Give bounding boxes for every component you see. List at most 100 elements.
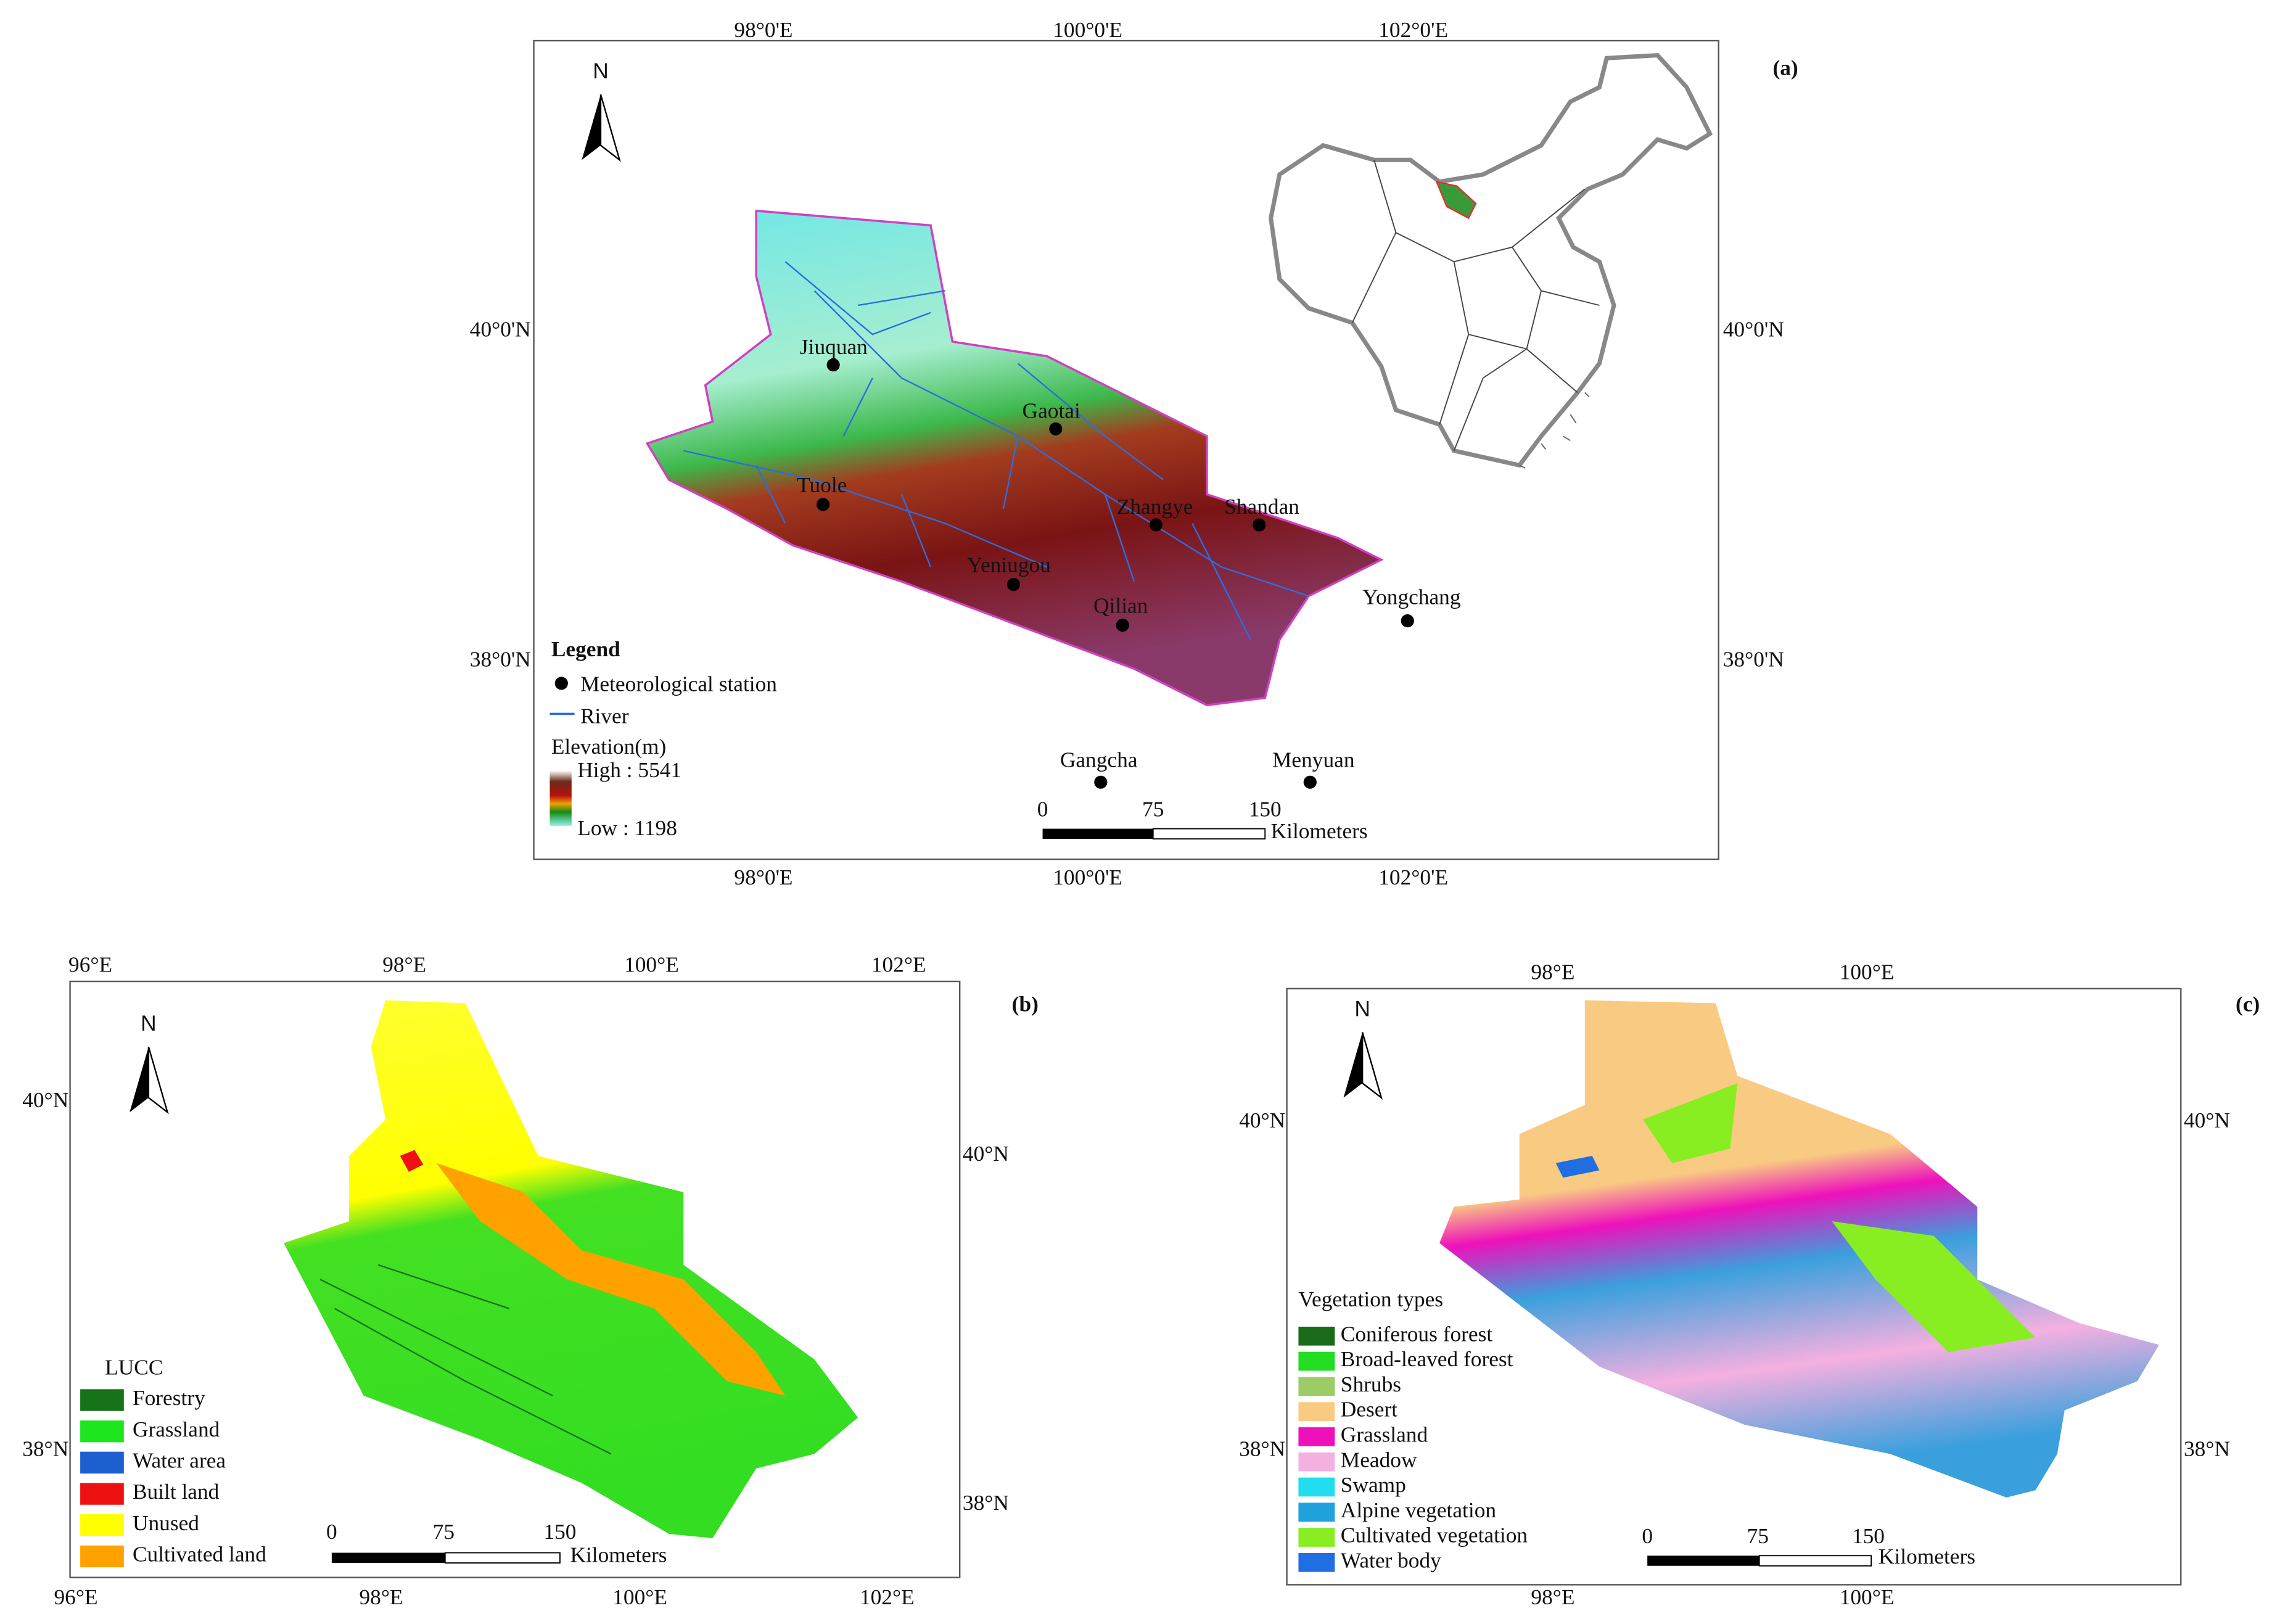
forest-patches (319, 1264, 612, 1455)
scale-segment (444, 1552, 561, 1564)
longitude-label: 102°E (860, 1585, 915, 1609)
scale-label: 75 (1747, 1523, 1769, 1548)
station-symbol (554, 677, 568, 690)
legend-swatch (1298, 1528, 1335, 1547)
north-arrow (1343, 1032, 1363, 1098)
legend-label: Desert (1341, 1397, 1397, 1422)
longitude-label: 98°E (359, 1585, 403, 1609)
scale-label: 150 (543, 1519, 576, 1544)
station-name: Zhangye (1117, 494, 1193, 519)
longitude-label: 100°0'E (1053, 17, 1122, 42)
scale-label: 150 (1249, 796, 1282, 821)
legend-label: Unused (133, 1511, 199, 1535)
panel-label: (c) (2236, 991, 2260, 1016)
legend-swatch (1298, 1452, 1335, 1472)
legend-swatch (1298, 1351, 1335, 1371)
legend-swatch (80, 1389, 124, 1411)
longitude-label: 96°E (68, 952, 112, 977)
islands (1519, 392, 1590, 469)
station-name: Qilian (1093, 593, 1148, 617)
longitude-label: 98°E (382, 952, 426, 977)
legend-swatch (1298, 1502, 1335, 1522)
latitude-label: 40°N (2184, 1108, 2230, 1132)
scale-unit: Kilometers (570, 1543, 667, 1567)
legend-swatch (1298, 1552, 1335, 1572)
legend-swatch (80, 1451, 124, 1474)
legend-label: Grassland (1341, 1422, 1428, 1447)
province-borders (1351, 188, 1600, 425)
legend-swatch (1298, 1427, 1335, 1446)
longitude-label: 102°0'E (1378, 17, 1448, 42)
legend-swatch (1298, 1402, 1335, 1421)
built-patches (400, 1150, 424, 1172)
longitude-label: 98°E (1531, 959, 1574, 984)
legend-swatch (1298, 1326, 1335, 1346)
legend-label: Swamp (1341, 1472, 1406, 1497)
legend-label: Elevation(m) (551, 734, 666, 759)
longitude-label: 102°E (871, 952, 926, 977)
north-arrow (147, 1046, 169, 1115)
longitude-label: 100°E (612, 1585, 667, 1609)
legend-swatch (1298, 1477, 1335, 1497)
station-name: Gangcha (1060, 747, 1138, 772)
basin-vegetation (1439, 1000, 2159, 1498)
legend-label: Water area (133, 1448, 226, 1472)
station-point (826, 358, 840, 372)
legend-label: Broad-leaved forest (1341, 1346, 1513, 1371)
station-point (817, 498, 830, 511)
north-label: N (1354, 997, 1370, 1021)
panel-label: (a) (1772, 55, 1798, 80)
station-name: Yeniugou (967, 552, 1051, 577)
north-arrow (599, 94, 621, 162)
scale-bar (331, 828, 1872, 1567)
legend-label: Grassland (133, 1417, 220, 1441)
panel-label: (b) (1012, 991, 1039, 1016)
legend-label: River (580, 704, 629, 728)
scale-label: 0 (1037, 796, 1048, 821)
china-outline (1269, 52, 1713, 468)
latitude-label: 38°N (963, 1490, 1009, 1515)
cultivated-vegetation-patches (1643, 1083, 2036, 1353)
rivers (683, 261, 1309, 640)
station-point (1094, 775, 1108, 789)
scale-unit: Kilometers (1879, 1544, 1975, 1568)
station-point (1049, 422, 1063, 435)
legend-swatch (80, 1483, 124, 1505)
scale-label: 150 (1852, 1523, 1885, 1548)
scale-label: 0 (326, 1519, 337, 1544)
station-point (1006, 577, 1021, 591)
longitude-label: 96°E (54, 1585, 97, 1609)
north-label: N (593, 59, 609, 83)
station-name: Gaotai (1023, 398, 1080, 423)
legend-swatch (80, 1545, 124, 1568)
map-frame (69, 980, 961, 1578)
legend-label: Water body (1341, 1548, 1441, 1572)
longitude-label: 100°E (624, 952, 679, 977)
longitude-label: 98°0'E (734, 17, 792, 42)
scale-label: 75 (433, 1519, 455, 1544)
longitude-label: 102°0'E (1378, 865, 1448, 889)
latitude-label: 38°0'N (470, 647, 531, 672)
longitude-label: 98°0'E (734, 865, 792, 889)
legend-swatch (80, 1420, 124, 1443)
province-borders (1373, 160, 1542, 451)
map-frame (1286, 987, 2182, 1586)
legend-label: Cultivated vegetation (1341, 1523, 1528, 1548)
north-arrow (130, 1047, 149, 1113)
legend-label: Meteorological station (580, 672, 777, 696)
station-name: Yongchang (1362, 584, 1460, 609)
longitude-label: 100°E (1840, 1585, 1895, 1609)
legend-label: Shrubs (1341, 1372, 1401, 1396)
north-label: N (141, 1012, 157, 1036)
station-name: Tuole (797, 472, 847, 497)
longitude-label: 100°E (1840, 959, 1895, 984)
legend-swatch (1298, 1377, 1335, 1396)
legend-label: High : 5541 (577, 757, 681, 782)
latitude-label: 40°0'N (1723, 317, 1784, 342)
legend-title: Vegetation types (1298, 1287, 1443, 1311)
legend-swatch (80, 1514, 124, 1536)
station-point (1116, 618, 1129, 632)
station-point (1303, 775, 1317, 789)
station-name: Shandan (1224, 494, 1299, 519)
